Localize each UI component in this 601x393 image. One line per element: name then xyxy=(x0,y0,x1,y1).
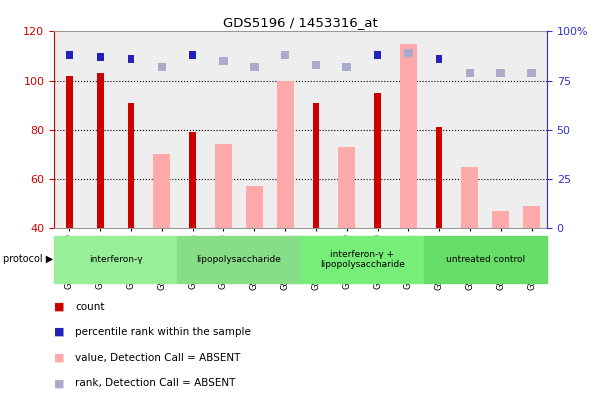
Text: protocol ▶: protocol ▶ xyxy=(3,254,53,264)
Bar xyxy=(219,57,228,65)
Bar xyxy=(436,127,442,228)
Bar xyxy=(128,55,134,63)
Bar xyxy=(312,61,320,69)
Bar xyxy=(496,69,505,77)
Bar xyxy=(66,51,73,59)
Bar xyxy=(189,132,196,228)
Bar xyxy=(338,147,355,228)
Bar xyxy=(66,75,73,228)
Text: lipopolysaccharide: lipopolysaccharide xyxy=(197,255,281,264)
Text: ■: ■ xyxy=(54,301,64,312)
Text: percentile rank within the sample: percentile rank within the sample xyxy=(75,327,251,337)
Bar xyxy=(250,63,258,71)
Bar xyxy=(313,103,319,228)
Bar xyxy=(466,69,474,77)
Bar xyxy=(492,211,509,228)
Bar xyxy=(400,44,416,228)
Bar xyxy=(54,236,177,283)
Bar xyxy=(97,73,103,228)
Text: untreated control: untreated control xyxy=(446,255,525,264)
Bar xyxy=(404,49,412,57)
Bar xyxy=(276,81,293,228)
Text: ■: ■ xyxy=(54,378,64,388)
Title: GDS5196 / 1453316_at: GDS5196 / 1453316_at xyxy=(223,16,378,29)
Bar xyxy=(374,93,380,228)
Bar xyxy=(343,63,351,71)
Bar xyxy=(523,206,540,228)
Bar xyxy=(177,236,300,283)
Bar xyxy=(424,236,547,283)
Bar xyxy=(246,186,263,228)
Bar xyxy=(374,51,380,59)
Text: interferon-γ: interferon-γ xyxy=(89,255,142,264)
Bar xyxy=(462,167,478,228)
Text: interferon-γ +
lipopolysaccharide: interferon-γ + lipopolysaccharide xyxy=(320,250,404,269)
Bar xyxy=(436,55,442,63)
Text: rank, Detection Call = ABSENT: rank, Detection Call = ABSENT xyxy=(75,378,236,388)
Text: ■: ■ xyxy=(54,327,64,337)
Bar xyxy=(153,154,170,228)
Bar xyxy=(128,103,134,228)
Bar xyxy=(300,236,424,283)
Bar xyxy=(189,51,196,59)
Text: ■: ■ xyxy=(54,353,64,363)
Bar xyxy=(527,69,535,77)
Text: value, Detection Call = ABSENT: value, Detection Call = ABSENT xyxy=(75,353,240,363)
Bar xyxy=(97,53,103,61)
Text: count: count xyxy=(75,301,105,312)
Bar xyxy=(215,144,232,228)
Bar xyxy=(157,63,166,71)
Bar xyxy=(281,51,289,59)
